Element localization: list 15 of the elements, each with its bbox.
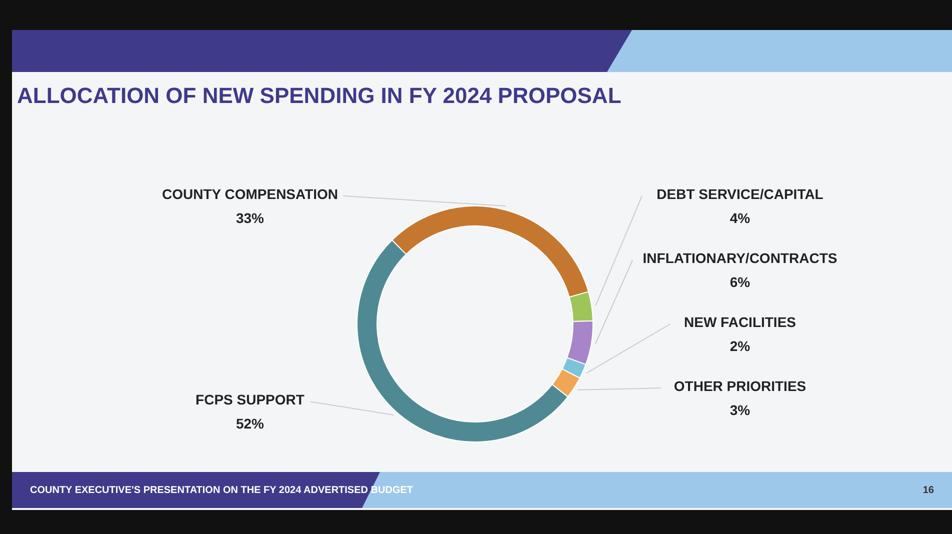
data-label: 4% — [730, 210, 751, 226]
slice-label: FCPS SUPPORT — [196, 392, 305, 408]
data-label: 6% — [730, 274, 751, 290]
text: COUNTY EXECUTIVE'S PRESENTATION ON THE FY 2024 ADVERTISED BUDGET — [30, 485, 413, 496]
slice-label: INFLATIONARY/CONTRACTS — [642, 250, 838, 266]
data-label: 52% — [236, 416, 265, 432]
slice-label: OTHER PRIORITIES — [674, 378, 806, 394]
data-label: 2% — [730, 338, 751, 354]
data-label: 33% — [236, 210, 265, 226]
chart-title: ALLOCATION OF NEW SPENDING IN FY 2024 PROPOSAL — [17, 83, 622, 108]
slice-label: DEBT SERVICE/CAPITAL — [656, 186, 824, 202]
slice-label: NEW FACILITIES — [684, 314, 796, 330]
data-label: 3% — [730, 402, 751, 418]
slice-label: COUNTY COMPENSATION — [162, 186, 338, 202]
text: 16 — [922, 485, 934, 496]
